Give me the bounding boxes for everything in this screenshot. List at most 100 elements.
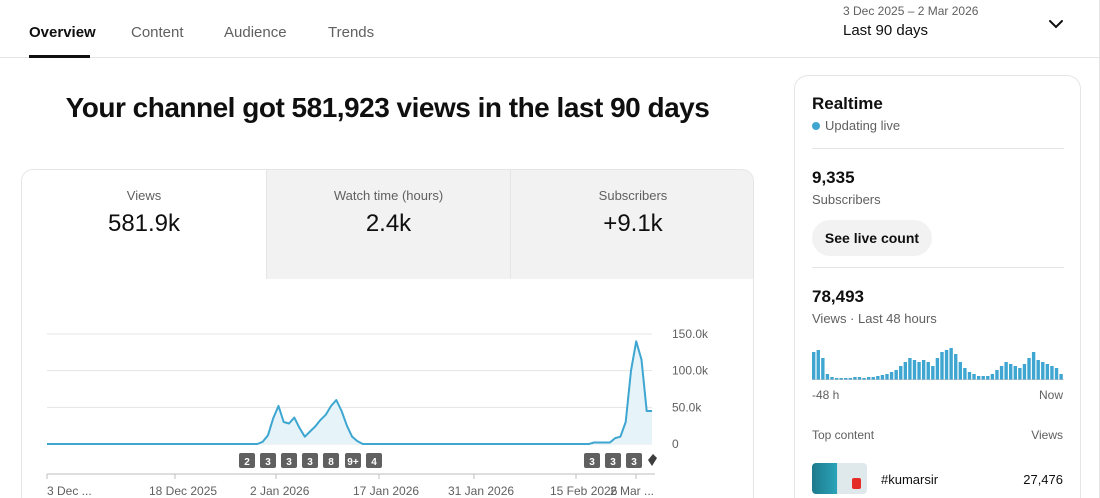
video-thumbnail[interactable] bbox=[812, 463, 867, 494]
live-status-label: Updating live bbox=[825, 118, 901, 133]
event-marker-label: 3 bbox=[610, 457, 616, 468]
metric-label: Subscribers bbox=[598, 188, 668, 203]
realtime-bar bbox=[812, 352, 816, 380]
series-area bbox=[47, 341, 652, 444]
realtime-bar bbox=[967, 372, 972, 380]
realtime-bar bbox=[899, 366, 903, 380]
realtime-bar bbox=[830, 377, 834, 380]
realtime-bar bbox=[999, 366, 1004, 380]
y-tick-label: 50.0k bbox=[672, 400, 702, 414]
realtime-bar bbox=[1013, 366, 1017, 380]
realtime-axis-start: -48 h bbox=[812, 388, 840, 402]
realtime-bar bbox=[921, 360, 926, 380]
realtime-bar bbox=[986, 376, 990, 380]
realtime-bar bbox=[1045, 364, 1050, 380]
realtime-bar bbox=[871, 377, 875, 380]
chevron-down-icon[interactable] bbox=[1046, 14, 1066, 34]
x-tick-label: 31 Jan 2026 bbox=[448, 484, 514, 498]
realtime-bar bbox=[844, 378, 848, 380]
metric-views-tab[interactable]: Views 581.9k bbox=[22, 170, 266, 279]
realtime-bar bbox=[926, 362, 930, 380]
realtime-bar bbox=[857, 377, 862, 380]
metric-value: 2.4k bbox=[365, 210, 412, 237]
x-tick-label: 2 Mar ... bbox=[610, 484, 654, 498]
realtime-axis-end: Now bbox=[1038, 388, 1063, 402]
event-marker bbox=[281, 453, 297, 468]
top-content-label: Top content bbox=[812, 428, 875, 442]
realtime-bar bbox=[1027, 358, 1031, 380]
realtime-bar bbox=[917, 362, 921, 380]
realtime-bar bbox=[949, 348, 953, 380]
event-marker-label: 3 bbox=[265, 457, 271, 468]
event-marker bbox=[302, 453, 318, 468]
realtime-bar bbox=[853, 377, 857, 380]
realtime-bar bbox=[866, 377, 871, 380]
realtime-bar bbox=[839, 378, 843, 380]
realtime-bar bbox=[944, 350, 949, 380]
series-line bbox=[47, 340, 652, 445]
realtime-bar-chart[interactable] bbox=[812, 346, 1064, 380]
realtime-bar bbox=[981, 376, 985, 380]
realtime-bar bbox=[972, 374, 976, 380]
views-chart[interactable]: 150.0k 100.0k 50.0k 0 2 3 3 3 8 9+ 4 3 3 3 3 Dec ... 18… bbox=[22, 170, 753, 498]
realtime-bar bbox=[1059, 374, 1063, 380]
realtime-views-count: 78,493 bbox=[812, 287, 864, 306]
page-headline: Your channel got 581,923 views in the la… bbox=[65, 92, 710, 123]
tab-audience[interactable]: Audience bbox=[224, 24, 287, 41]
x-tick-label: 17 Jan 2026 bbox=[353, 484, 419, 498]
event-marker-label: 3 bbox=[589, 457, 595, 468]
divider bbox=[812, 148, 1064, 149]
realtime-bar bbox=[880, 375, 885, 380]
tab-overview[interactable]: Overview bbox=[29, 24, 96, 41]
event-marker bbox=[366, 453, 382, 468]
top-item-title[interactable]: #kumarsir bbox=[881, 472, 939, 487]
realtime-bar bbox=[1041, 362, 1045, 380]
realtime-bar bbox=[931, 366, 935, 380]
event-marker-label: 3 bbox=[631, 457, 637, 468]
y-tick-label: 100.0k bbox=[672, 364, 709, 378]
x-tick-label: 18 Dec 2025 bbox=[149, 484, 217, 498]
realtime-title: Realtime bbox=[812, 94, 883, 113]
date-range-text[interactable]: 3 Dec 2025 – 2 Mar 2026 bbox=[843, 4, 979, 18]
realtime-bar bbox=[963, 368, 967, 380]
marker-overflow-icon bbox=[648, 454, 657, 466]
realtime-bar bbox=[935, 358, 940, 380]
realtime-views-label: Views · Last 48 hours bbox=[812, 311, 937, 326]
realtime-bar bbox=[954, 354, 958, 380]
metric-subscribers-tab[interactable]: Subscribers +9.1k bbox=[510, 170, 753, 279]
metric-watch-time-tab[interactable]: Watch time (hours) 2.4k bbox=[266, 170, 510, 279]
event-marker-label: 4 bbox=[371, 457, 377, 468]
metric-label: Views bbox=[126, 188, 162, 203]
realtime-bar bbox=[903, 362, 908, 380]
event-marker bbox=[260, 453, 276, 468]
top-views-label: Views bbox=[1031, 428, 1063, 442]
y-tick-label: 0 bbox=[672, 437, 679, 451]
event-marker bbox=[239, 453, 255, 468]
event-marker bbox=[345, 453, 361, 468]
realtime-bar bbox=[848, 378, 853, 380]
realtime-bar bbox=[1009, 364, 1013, 380]
shorts-icon bbox=[852, 478, 861, 489]
tab-trends[interactable]: Trends bbox=[328, 24, 375, 41]
x-tick-label: 15 Feb 2026 bbox=[550, 484, 618, 498]
realtime-bar bbox=[940, 352, 944, 380]
realtime-bar bbox=[816, 350, 820, 380]
event-marker-label: 8 bbox=[328, 457, 334, 468]
see-live-count-button[interactable]: See live count bbox=[812, 220, 932, 256]
realtime-bar bbox=[894, 370, 898, 380]
realtime-bar bbox=[958, 362, 962, 380]
realtime-bar bbox=[862, 378, 866, 380]
realtime-bar bbox=[912, 360, 917, 380]
period-selector[interactable]: Last 90 days bbox=[843, 22, 929, 39]
tab-content[interactable]: Content bbox=[131, 24, 184, 41]
active-tab-indicator bbox=[29, 55, 90, 58]
event-marker bbox=[605, 453, 621, 468]
event-marker-label: 3 bbox=[286, 457, 292, 468]
top-item-views: 27,476 bbox=[1023, 472, 1063, 487]
realtime-bar bbox=[821, 358, 825, 380]
metrics-card: Views 581.9k Watch time (hours) 2.4k Sub… bbox=[21, 169, 754, 498]
event-marker-label: 3 bbox=[307, 457, 313, 468]
x-tick-label: 2 Jan 2026 bbox=[250, 484, 310, 498]
y-tick-label: 150.0k bbox=[672, 327, 709, 341]
